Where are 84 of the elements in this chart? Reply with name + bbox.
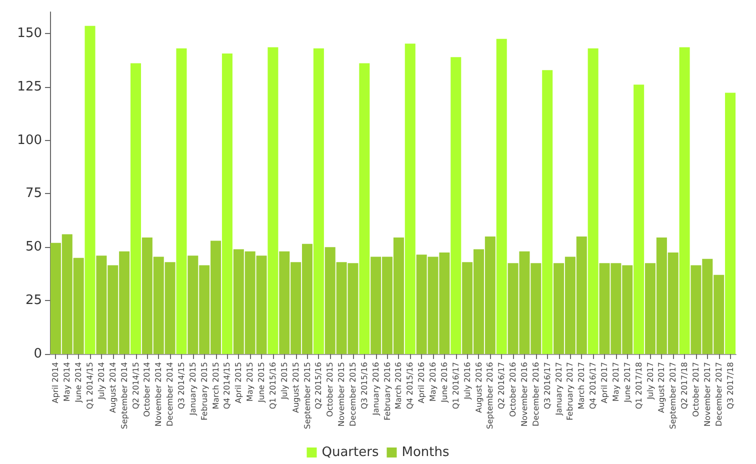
x-tick-label: April 2017 xyxy=(600,362,610,404)
x-tick-label: August 2015 xyxy=(291,362,300,413)
x-tick-label: December 2016 xyxy=(531,362,540,426)
x-tick-label: July 2015 xyxy=(280,362,289,400)
x-tick-label: April 2015 xyxy=(234,362,244,404)
bar xyxy=(84,26,96,354)
x-tick-label: November 2017 xyxy=(702,362,712,427)
x-tick-label: June 2014 xyxy=(74,362,84,404)
y-tick-label: 50 xyxy=(25,240,42,255)
x-tick-label: October 2015 xyxy=(326,362,335,417)
x-tick-label: September 2014 xyxy=(120,362,129,430)
bar xyxy=(130,63,142,354)
x-tick-label: December 2014 xyxy=(166,362,175,426)
y-tick-label: 25 xyxy=(25,293,42,308)
x-tick-label: February 2015 xyxy=(200,362,209,420)
bar xyxy=(679,47,690,354)
x-tick-label: Q1 2014/15 xyxy=(86,362,95,410)
x-tick-label: March 2016 xyxy=(394,362,404,410)
x-tick-label: April 2016 xyxy=(417,362,426,404)
x-tick-label: Q1 2017/18 xyxy=(634,362,644,410)
x-tick-label: December 2015 xyxy=(348,362,358,426)
x-tick-label: Q4 2016/17 xyxy=(588,362,598,410)
y-tick-label: 0 xyxy=(34,346,42,362)
y-tick-label: 125 xyxy=(17,79,42,94)
bar xyxy=(313,48,324,354)
x-tick-label: March 2015 xyxy=(211,362,220,410)
x-tick-label: January 2017 xyxy=(554,362,564,416)
x-tick-label: May 2014 xyxy=(62,362,72,402)
x-tick-label: July 2014 xyxy=(96,362,106,400)
x-tick-label: September 2016 xyxy=(486,362,495,430)
x-tick-label: February 2016 xyxy=(382,362,392,420)
x-tick-label: June 2015 xyxy=(257,362,266,404)
x-tick-label: Q3 2014/15 xyxy=(176,362,186,410)
x-tick-label: April 2014 xyxy=(51,362,60,404)
legend-label: Months xyxy=(402,445,450,460)
x-tick-label: November 2015 xyxy=(337,362,346,427)
x-tick-label: Q2 2014/15 xyxy=(131,362,140,410)
bar xyxy=(542,70,553,354)
x-tick-label: March 2017 xyxy=(577,362,586,410)
x-tick-label: Q3 2017/18 xyxy=(726,362,735,410)
y-tick-label: 100 xyxy=(17,132,42,148)
x-tick-label: Q4 2015/16 xyxy=(406,362,415,410)
x-tick-label: June 2017 xyxy=(622,362,632,404)
x-tick-label: Q3 2015/16 xyxy=(360,362,369,410)
x-tick-label: Q1 2015/16 xyxy=(268,362,278,410)
x-tick-label: January 2016 xyxy=(371,362,380,416)
x-tick-label: Q1 2016/17 xyxy=(451,362,460,410)
y-tick-label: 150 xyxy=(17,26,42,41)
bar xyxy=(496,38,507,354)
x-tick-label: Q2 2017/18 xyxy=(680,362,690,410)
x-tick-label: October 2017 xyxy=(691,362,700,417)
bar xyxy=(359,63,370,354)
x-tick-label: Q2 2015/16 xyxy=(314,362,324,410)
bar xyxy=(450,57,462,354)
x-tick-label: May 2015 xyxy=(246,362,255,402)
x-tick-label: November 2016 xyxy=(520,362,529,427)
x-tick-label: August 2016 xyxy=(474,362,484,413)
x-tick-label: September 2017 xyxy=(668,362,678,430)
bar xyxy=(404,44,416,354)
x-tick-label: May 2017 xyxy=(611,362,620,402)
x-tick-label: June 2016 xyxy=(440,362,449,404)
x-tick-label: October 2016 xyxy=(508,362,518,417)
x-tick-label: September 2015 xyxy=(302,362,312,430)
bar xyxy=(588,48,598,354)
bar xyxy=(176,48,187,354)
x-tick-label: Q3 2016/17 xyxy=(542,362,552,410)
x-tick-label: August 2014 xyxy=(108,362,118,413)
bar xyxy=(222,53,232,354)
x-tick-label: November 2014 xyxy=(154,362,164,427)
x-tick-label: July 2017 xyxy=(646,362,655,400)
x-tick-label: December 2017 xyxy=(714,362,724,426)
y-tick-label: 75 xyxy=(25,186,42,202)
bar xyxy=(725,92,736,354)
x-tick-label: Q4 2014/15 xyxy=(222,362,232,410)
x-tick-label: July 2016 xyxy=(462,362,472,400)
x-tick-label: February 2017 xyxy=(566,362,575,420)
x-tick-label: May 2016 xyxy=(428,362,438,402)
legend-label: Quarters xyxy=(322,445,379,460)
bar xyxy=(268,47,278,354)
x-tick-label: Q2 2016/17 xyxy=(497,362,506,410)
x-tick-label: August 2017 xyxy=(657,362,666,413)
bar xyxy=(634,84,644,354)
x-tick-label: January 2015 xyxy=(188,362,198,416)
x-tick-label: October 2014 xyxy=(142,362,152,417)
